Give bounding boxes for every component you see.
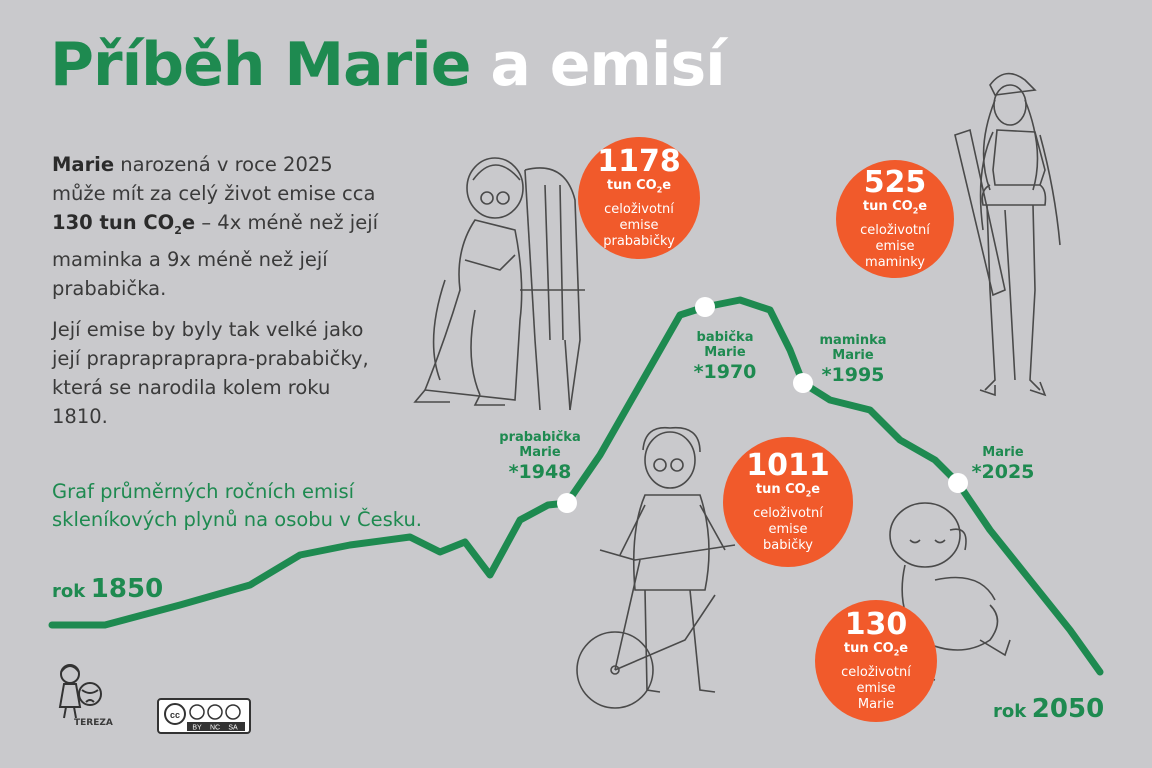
graph-caption: Graf průměrných ročních emisí skleníkový… — [52, 480, 423, 531]
start-year-label: rok 1850 — [52, 574, 164, 604]
intro-paragraph-2: Její emise by byly tak velké jako její p… — [52, 317, 369, 428]
emission-bubble-great-grandmother: 1178 tun CO2e celoživotní emise prababičky — [578, 137, 700, 259]
intro-paragraph-1: Marie narozená v roce 2025 může mít za c… — [52, 150, 382, 303]
emission-bubble-mother: 525 tun CO2e celoživotní emise maminky — [836, 160, 954, 278]
license-by: BY — [192, 725, 202, 732]
license-nc: NC — [210, 725, 220, 732]
emission-bubble-marie: 130 tun CO2e celoživotní emise Marie — [815, 600, 937, 722]
tereza-logo-text: TEREZA — [74, 718, 113, 728]
marker-2025 — [948, 473, 968, 493]
title-part-green: Příběh Marie — [50, 30, 471, 100]
tereza-logo-icon — [58, 664, 102, 719]
mother-illustration — [954, 72, 1061, 397]
grandmother-bicycle-illustration — [576, 426, 736, 709]
marker-1995 — [793, 373, 813, 393]
title-part-white: a emisí — [490, 30, 725, 100]
generation-label-2025: Marie *2025 — [971, 445, 1035, 483]
cc-license-icons: cc BY NC SA — [164, 703, 245, 732]
license-sa: SA — [228, 725, 238, 732]
marker-1948 — [557, 493, 577, 513]
tereza-logo: TEREZA — [52, 662, 137, 732]
generation-label-1948: prababička Marie *1948 — [499, 430, 581, 483]
intro-name: Marie — [52, 153, 115, 176]
great-grandmother-illustration — [413, 157, 585, 411]
generation-label-1995: maminka Marie *1995 — [819, 333, 887, 386]
end-year-label: rok 2050 — [993, 694, 1105, 724]
intro-text: Marie narozená v roce 2025 může mít za c… — [52, 150, 382, 443]
intro-amount: 130 tun CO2e — [52, 211, 196, 237]
page-title: Příběh Marie a emisí — [50, 30, 726, 100]
intro-text-1: narozená v roce 2025 může mít za celý ži… — [52, 153, 376, 205]
emission-bubble-grandmother: 1011 tun CO2e celoživotní emise babičky — [723, 437, 853, 567]
marker-1970 — [695, 297, 715, 317]
cc-license-badge: cc BY NC SA — [157, 698, 251, 734]
cc-mark-text: cc — [170, 710, 180, 720]
emissions-line — [48, 296, 1104, 676]
intro-text-2: – 4x méně než její maminka a 9x méně než… — [52, 211, 379, 300]
generation-label-1970: babička Marie *1970 — [693, 330, 757, 383]
